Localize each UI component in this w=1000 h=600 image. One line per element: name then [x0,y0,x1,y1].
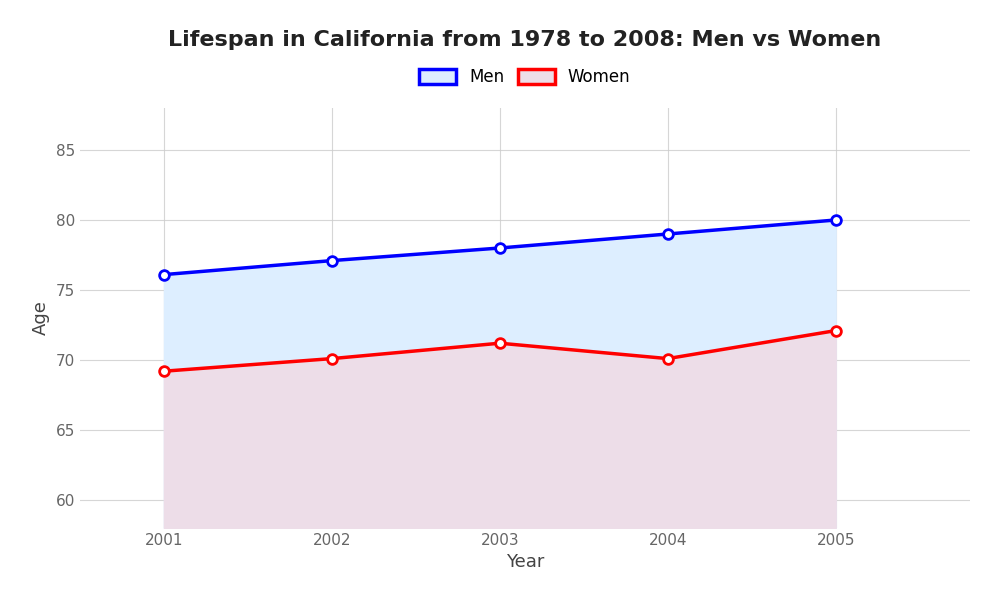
X-axis label: Year: Year [506,553,544,571]
Title: Lifespan in California from 1978 to 2008: Men vs Women: Lifespan in California from 1978 to 2008… [168,29,882,49]
Y-axis label: Age: Age [32,301,50,335]
Legend: Men, Women: Men, Women [413,62,637,93]
